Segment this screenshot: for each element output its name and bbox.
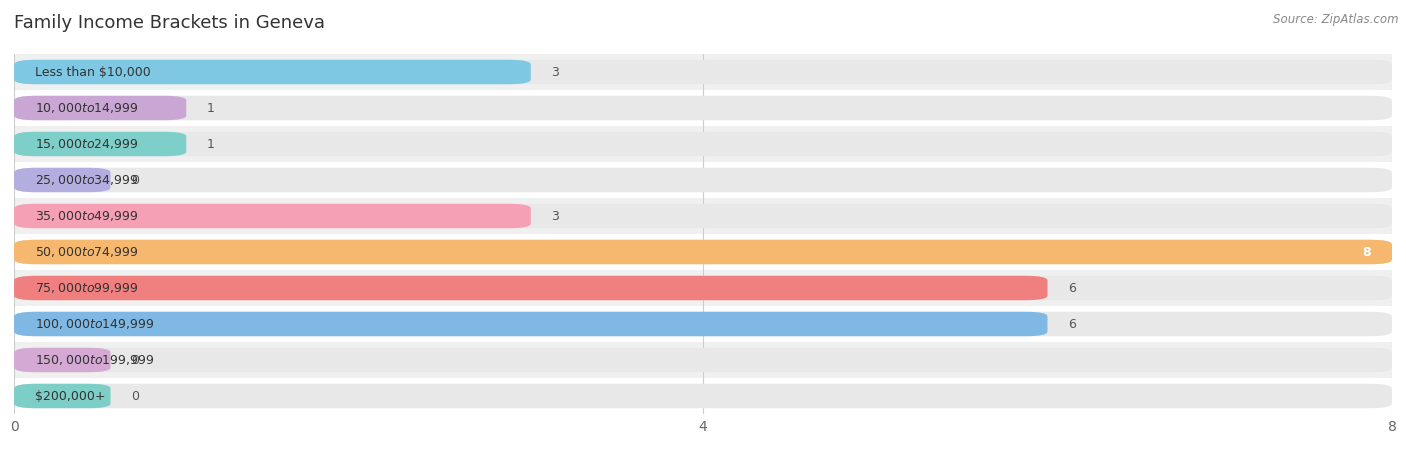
Text: 0: 0 [131,354,139,366]
Text: $15,000 to $24,999: $15,000 to $24,999 [35,137,138,151]
Text: Family Income Brackets in Geneva: Family Income Brackets in Geneva [14,14,325,32]
Bar [14,270,1392,306]
Bar [14,198,1392,234]
Text: 0: 0 [131,174,139,186]
Text: 3: 3 [551,66,560,78]
Bar [14,162,1392,198]
FancyBboxPatch shape [14,384,1392,408]
Text: Source: ZipAtlas.com: Source: ZipAtlas.com [1274,14,1399,27]
Text: Less than $10,000: Less than $10,000 [35,66,150,78]
FancyBboxPatch shape [14,276,1047,300]
Text: $100,000 to $149,999: $100,000 to $149,999 [35,317,155,331]
Text: $35,000 to $49,999: $35,000 to $49,999 [35,209,138,223]
Text: 6: 6 [1069,318,1076,330]
FancyBboxPatch shape [14,204,531,228]
FancyBboxPatch shape [14,132,186,156]
Text: $10,000 to $14,999: $10,000 to $14,999 [35,101,138,115]
Text: $200,000+: $200,000+ [35,390,105,402]
Bar [14,234,1392,270]
FancyBboxPatch shape [14,96,1392,120]
FancyBboxPatch shape [14,168,111,192]
Text: $150,000 to $199,999: $150,000 to $199,999 [35,353,155,367]
Text: $75,000 to $99,999: $75,000 to $99,999 [35,281,138,295]
FancyBboxPatch shape [14,96,186,120]
Text: 1: 1 [207,102,215,114]
FancyBboxPatch shape [14,348,111,372]
FancyBboxPatch shape [14,60,1392,84]
FancyBboxPatch shape [14,240,1392,264]
Text: 1: 1 [207,138,215,150]
Bar [14,342,1392,378]
Bar [14,378,1392,414]
Text: $25,000 to $34,999: $25,000 to $34,999 [35,173,138,187]
FancyBboxPatch shape [14,168,1392,192]
FancyBboxPatch shape [14,60,531,84]
FancyBboxPatch shape [14,276,1392,300]
FancyBboxPatch shape [14,240,1392,264]
FancyBboxPatch shape [14,312,1047,336]
Bar [14,306,1392,342]
FancyBboxPatch shape [14,132,1392,156]
Text: 3: 3 [551,210,560,222]
Bar [14,126,1392,162]
Text: 0: 0 [131,390,139,402]
FancyBboxPatch shape [14,312,1392,336]
Text: 6: 6 [1069,282,1076,294]
Bar [14,54,1392,90]
FancyBboxPatch shape [14,204,1392,228]
FancyBboxPatch shape [14,384,111,408]
Text: $50,000 to $74,999: $50,000 to $74,999 [35,245,138,259]
Text: 8: 8 [1362,246,1371,258]
FancyBboxPatch shape [14,348,1392,372]
Bar [14,90,1392,126]
